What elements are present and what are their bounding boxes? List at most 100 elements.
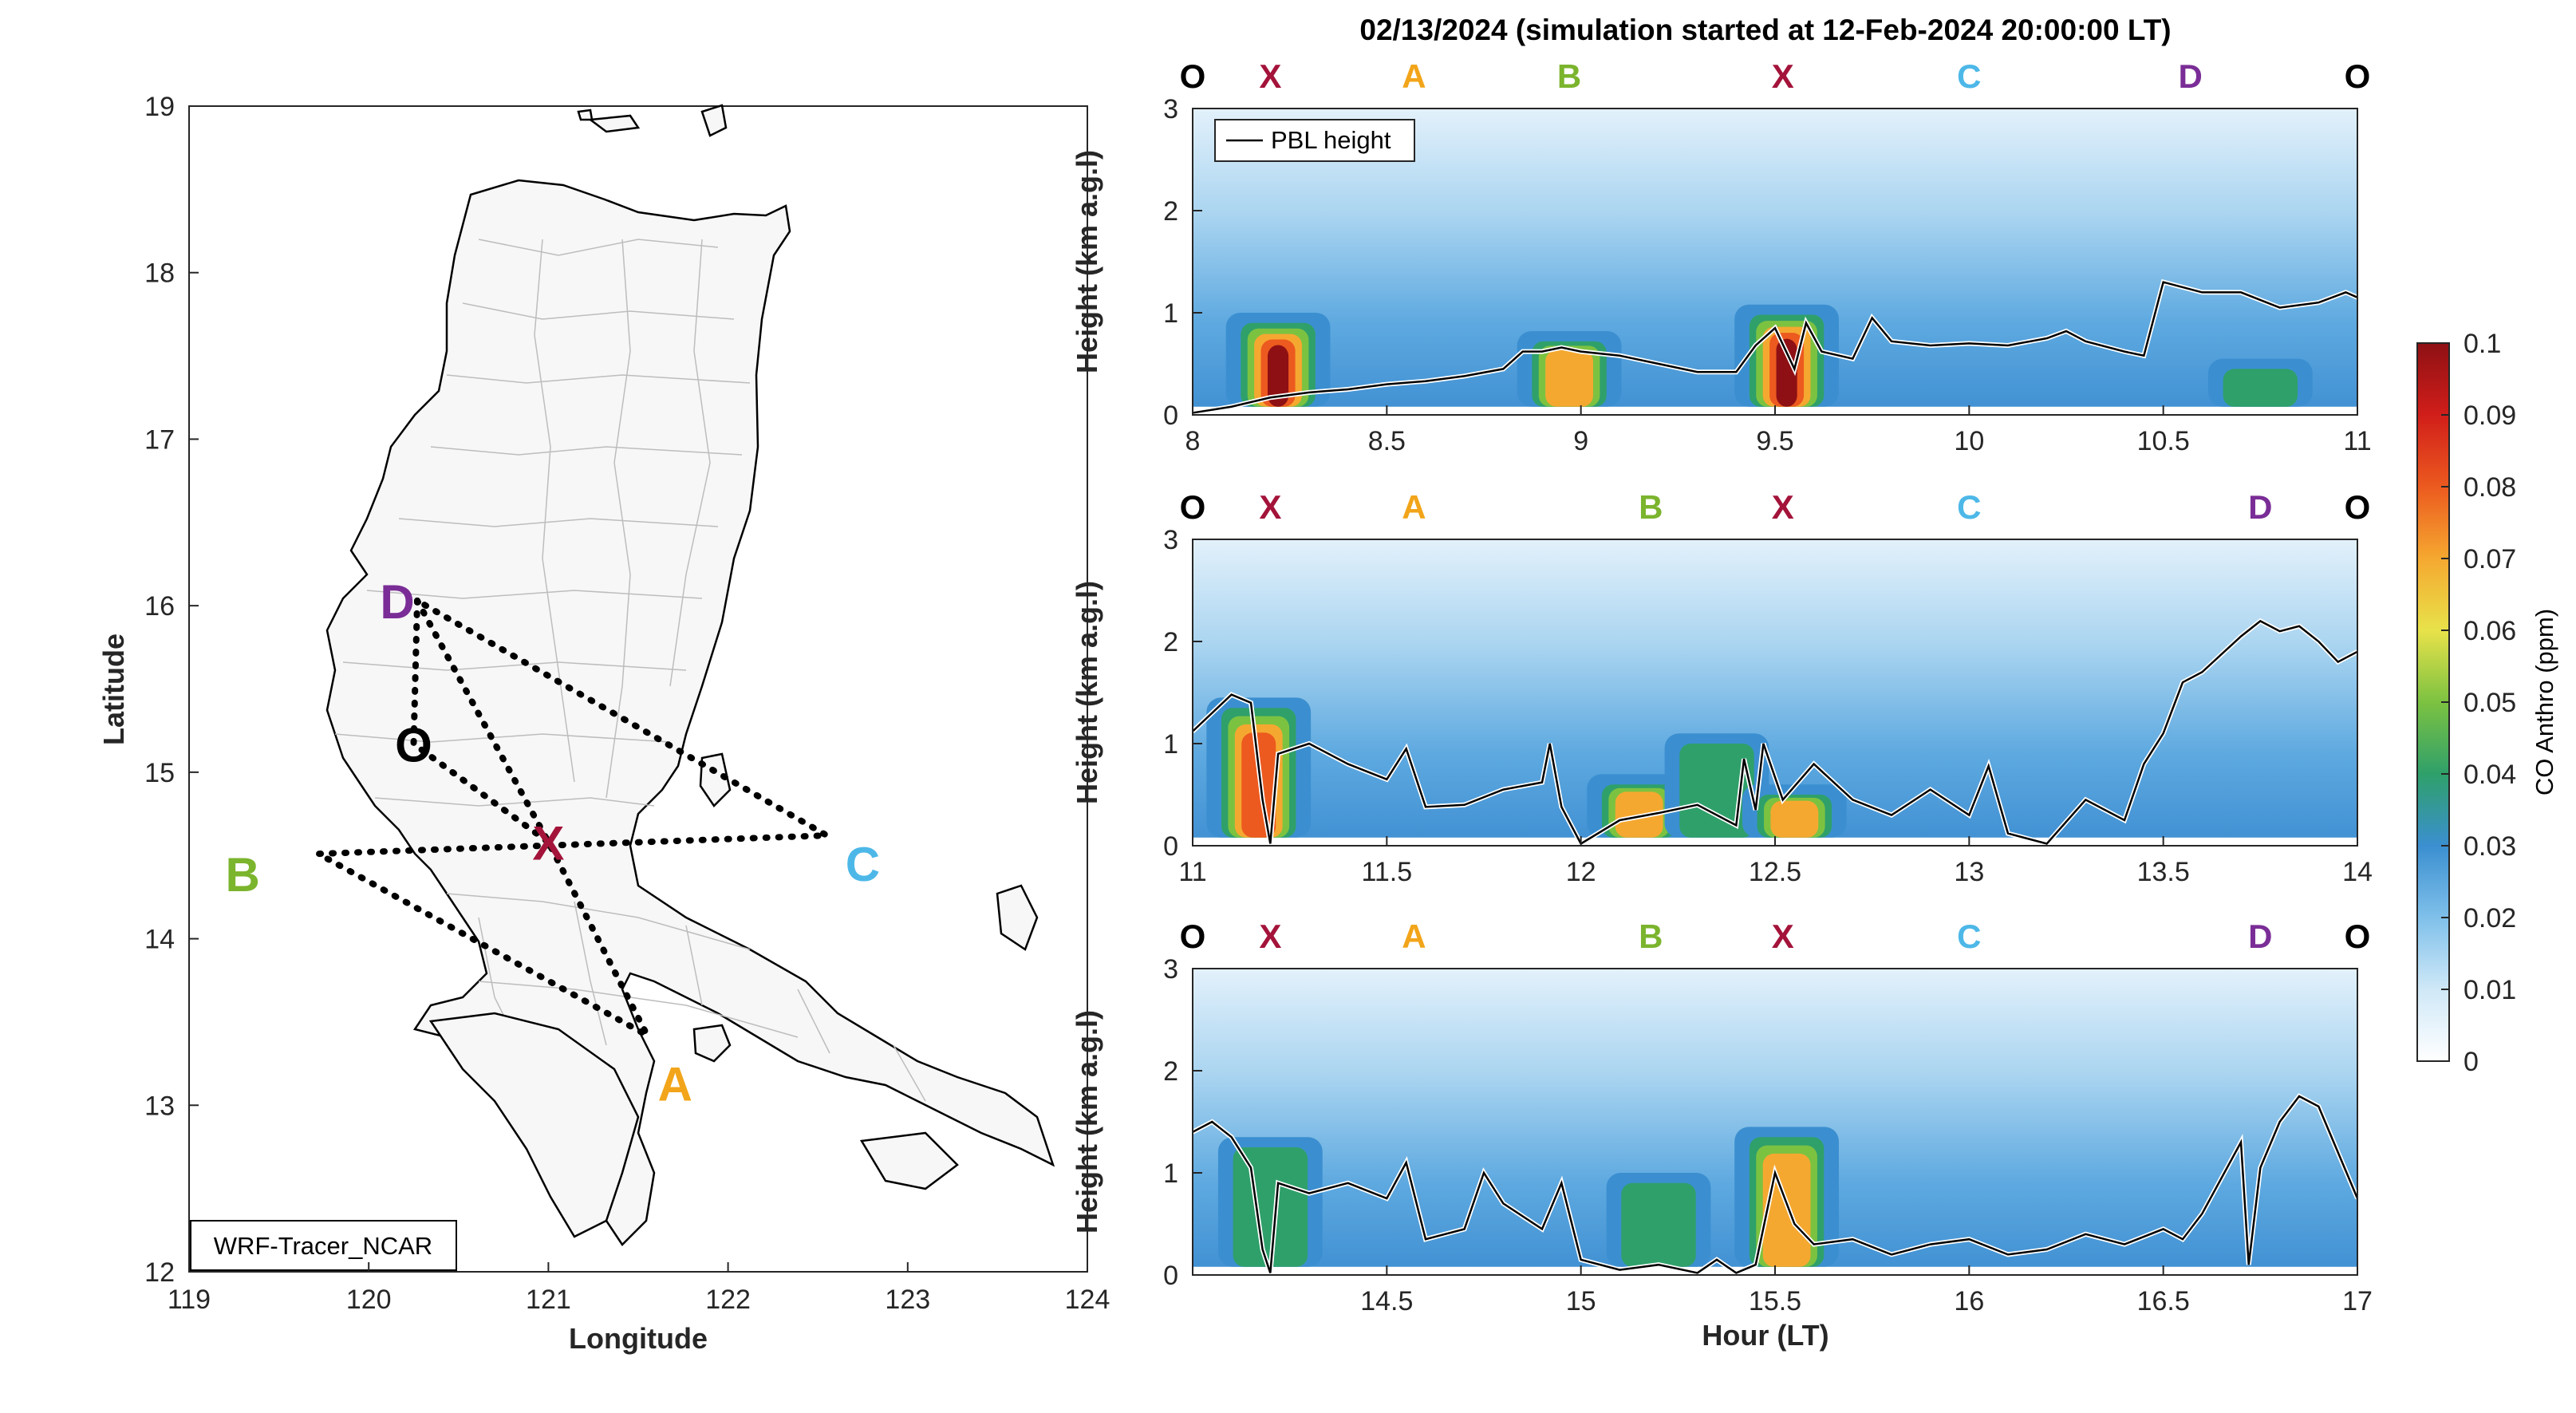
height-axis-label: Height (km a.g.l) bbox=[1071, 581, 1103, 804]
map-point-D: D bbox=[380, 575, 414, 629]
height-tick-label: 3 bbox=[1163, 525, 1178, 555]
hour-tick-label: 8.5 bbox=[1368, 426, 1406, 456]
map-x-tick-label: 122 bbox=[705, 1285, 751, 1315]
mindoro-island bbox=[428, 1012, 640, 1238]
map-point-O: O bbox=[395, 718, 432, 772]
waypoint-marker-O: O bbox=[1180, 918, 1206, 955]
marinduque-island bbox=[692, 1024, 732, 1063]
waypoint-marker-C: C bbox=[1957, 488, 1981, 526]
legend-label: PBL height bbox=[1271, 126, 1391, 154]
map-x-tick-label: 124 bbox=[1065, 1285, 1110, 1315]
map-y-tick-label: 13 bbox=[144, 1091, 175, 1121]
hour-tick-label: 9.5 bbox=[1756, 426, 1793, 456]
hour-tick-label: 14.5 bbox=[1360, 1286, 1413, 1316]
pbl-height-line bbox=[1192, 281, 2358, 414]
hour-tick-label: 10.5 bbox=[2137, 426, 2190, 456]
hour-tick-label: 16 bbox=[1954, 1286, 1984, 1316]
map-point-A: A bbox=[658, 1058, 692, 1111]
colorbar-tick-label: 0.1 bbox=[2464, 329, 2501, 359]
height-axis-label: Height (km a.g.l) bbox=[1071, 150, 1103, 373]
hour-tick-label: 11 bbox=[2343, 426, 2371, 456]
waypoint-marker-B: B bbox=[1639, 918, 1663, 955]
co-plume bbox=[1621, 1182, 1696, 1267]
hour-tick-label: 8 bbox=[1185, 426, 1201, 456]
pbl-legend: PBL height bbox=[1214, 119, 1415, 162]
colorbar-tick-label: 0.03 bbox=[2464, 831, 2516, 862]
model-label: WRF-Tracer_NCAR bbox=[214, 1232, 432, 1260]
flight-route bbox=[306, 597, 838, 1044]
map-y-tick-label: 12 bbox=[144, 1257, 175, 1288]
map-point-X: X bbox=[532, 817, 564, 870]
waypoint-marker-C: C bbox=[1957, 918, 1981, 955]
hour-axis-label: Hour (LT) bbox=[1702, 1319, 1828, 1352]
pbl-height-line bbox=[1192, 1095, 2359, 1274]
figure-title: 02/13/2024 (simulation started at 12-Feb… bbox=[1359, 14, 2171, 46]
height-tick-label: 2 bbox=[1163, 196, 1178, 227]
colorbar-label: CO Anthro (ppm) bbox=[2531, 609, 2558, 795]
pbl-height-line bbox=[1192, 619, 2358, 846]
height-tick-label: 2 bbox=[1163, 627, 1178, 657]
waypoint-marker-O: O bbox=[1180, 57, 1206, 95]
waypoint-marker-B: B bbox=[1557, 57, 1581, 95]
height-tick-label: 1 bbox=[1163, 729, 1178, 760]
map-y-tick-label: 16 bbox=[144, 591, 175, 622]
colorbar-tick-label: 0.01 bbox=[2464, 975, 2516, 1005]
masbate-island bbox=[859, 1131, 959, 1190]
colorbar-tick-label: 0.06 bbox=[2464, 616, 2516, 646]
colorbar-tick-label: 0.07 bbox=[2464, 544, 2516, 574]
hour-tick-label: 17 bbox=[2342, 1286, 2373, 1316]
catanduanes-island bbox=[996, 884, 1039, 951]
waypoint-marker-O: O bbox=[1180, 488, 1206, 526]
map-panel: O X A B C D WRF-Tracer_NCAR 119 120 121 122 123 12… bbox=[97, 92, 1110, 1355]
waypoint-marker-A: A bbox=[1402, 488, 1426, 526]
waypoint-marker-O: O bbox=[2345, 488, 2371, 526]
height-tick-label: 0 bbox=[1163, 401, 1178, 431]
map-x-ticks: 119 120 121 122 123 124 bbox=[168, 1262, 1110, 1315]
waypoint-marker-X: X bbox=[1259, 488, 1281, 526]
waypoint-marker-O: O bbox=[2345, 57, 2371, 95]
waypoint-marker-A: A bbox=[1402, 918, 1426, 955]
map-y-tick-label: 14 bbox=[144, 925, 175, 955]
hour-tick-label: 15 bbox=[1566, 1286, 1596, 1316]
hour-tick-label: 13 bbox=[1954, 857, 1984, 887]
waypoint-marker-X: X bbox=[1772, 488, 1794, 526]
map-x-tick-label: 119 bbox=[168, 1285, 211, 1315]
waypoint-marker-D: D bbox=[2248, 488, 2272, 526]
colorbar-tick-label: 0 bbox=[2464, 1047, 2479, 1077]
map-point-B: B bbox=[225, 848, 259, 902]
height-tick-label: 0 bbox=[1163, 1261, 1178, 1291]
waypoint-marker-D: D bbox=[2179, 57, 2203, 95]
model-label-box bbox=[190, 1220, 457, 1271]
waypoint-marker-B: B bbox=[1639, 488, 1663, 526]
waypoint-marker-O: O bbox=[2345, 918, 2371, 955]
colorbar-tick-label: 0.02 bbox=[2464, 903, 2516, 933]
curtain-panel-3: 14.5 15 15.5 16 16.5 17 0 1 2 3 Height (km a.g.l) O… bbox=[1071, 918, 2373, 1316]
waypoint-marker-D: D bbox=[2248, 918, 2272, 955]
hour-tick-label: 13.5 bbox=[2137, 857, 2190, 887]
map-x-tick-label: 123 bbox=[885, 1285, 930, 1315]
hour-tick-label: 11 bbox=[1178, 857, 1206, 887]
height-tick-label: 1 bbox=[1163, 1158, 1178, 1189]
colorbar-ticks: 0 0.01 0.02 0.03 0.04 0.05 0.06 0.07 0.08 0.09 0.1 bbox=[2441, 329, 2516, 1077]
map-y-label: Latitude bbox=[97, 633, 130, 745]
height-tick-label: 2 bbox=[1163, 1056, 1178, 1087]
waypoint-marker-X: X bbox=[1772, 918, 1794, 955]
polillo-island bbox=[699, 752, 732, 807]
height-tick-label: 1 bbox=[1163, 298, 1178, 329]
co-plume bbox=[1762, 1153, 1811, 1267]
colorbar-tick-label: 0.09 bbox=[2464, 401, 2516, 431]
map-y-tick-label: 18 bbox=[144, 259, 175, 289]
curtain-panel-1: 8 8.5 9 9.5 10 10.5 11 0 1 2 3 Height (km a.g.l) O X A… bbox=[1071, 57, 2372, 456]
map-y-tick-label: 17 bbox=[144, 424, 175, 455]
co-plume bbox=[1267, 345, 1289, 407]
waypoint-marker-X: X bbox=[1259, 57, 1281, 95]
hour-tick-label: 12 bbox=[1566, 857, 1596, 887]
waypoint-marker-X: X bbox=[1772, 57, 1794, 95]
hour-tick-label: 10 bbox=[1954, 426, 1984, 456]
hour-tick-label: 12.5 bbox=[1749, 857, 1801, 887]
colorbar-tick-label: 0.04 bbox=[2464, 760, 2516, 790]
hour-tick-label: 14 bbox=[2342, 857, 2373, 887]
colorbar-tick-label: 0.08 bbox=[2464, 472, 2516, 503]
